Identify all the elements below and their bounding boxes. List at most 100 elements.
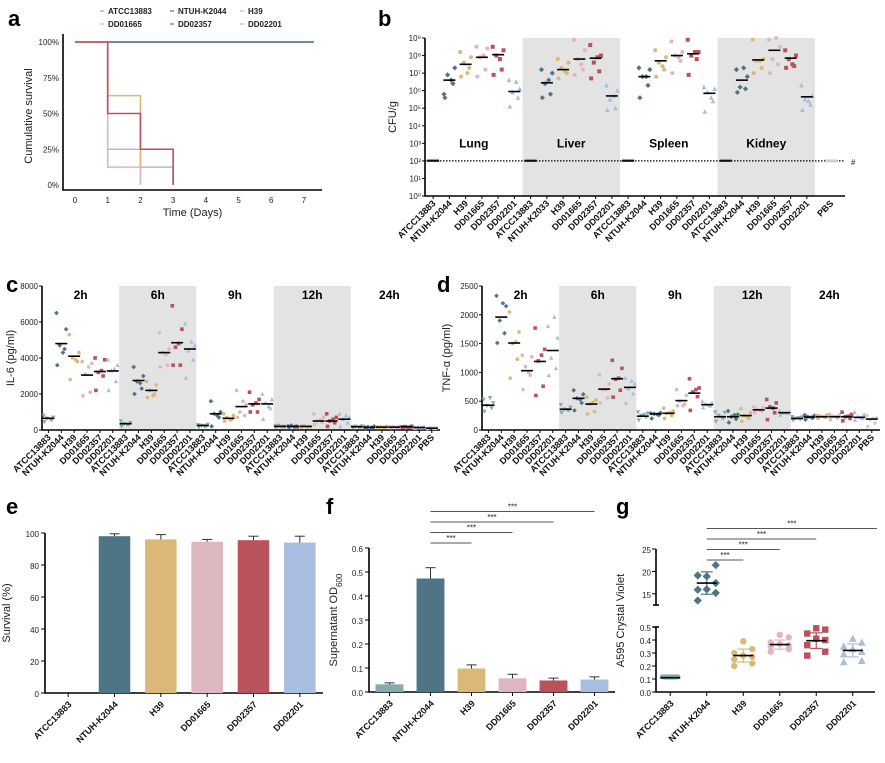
point-liver-dd01665	[571, 37, 576, 42]
group-label-24h: 24h	[819, 288, 840, 302]
point-2h-h39	[515, 357, 520, 361]
point-9h-atcc13883	[635, 410, 641, 415]
detection-limit-marker: #	[851, 158, 856, 167]
point-liver-dd02357	[599, 53, 604, 58]
point-6h-h39	[154, 383, 158, 387]
point-spleen-h39	[653, 48, 658, 53]
x-tick-dd01665: DD01665	[751, 698, 785, 732]
point-12h-dd02357	[334, 415, 339, 420]
point-kidney-dd02357	[786, 57, 791, 62]
point-h39	[749, 660, 756, 667]
point-12h-dd02357	[772, 410, 777, 415]
panel-f-od600-bar-chart: 0.0 0.1 0.2 0.3 0.4 0.5 0.6 Supernatant OD600 AT…	[328, 503, 615, 744]
point-spleen-dd01665	[670, 71, 675, 76]
point-2h-ntuh-k2044	[502, 330, 507, 336]
y-tick-0.6: 0.6	[352, 545, 364, 554]
point-2h-dd02201	[115, 362, 120, 367]
point-2h-dd02201	[549, 355, 554, 360]
point-12h-dd02357	[768, 405, 772, 409]
legend-item-dd02357: DD02357	[178, 20, 212, 29]
point-12h-ntuh-k2044	[733, 416, 739, 422]
point-6h-dd02201	[632, 381, 637, 386]
point-9h-dd02357	[695, 394, 700, 399]
point-24h-ntuh-k2044	[802, 412, 808, 418]
y-tick-2000: 2000	[20, 390, 38, 399]
bar-dd02201	[284, 542, 316, 693]
point-kidney-dd02357	[784, 65, 789, 70]
point-6h-dd02357	[610, 358, 615, 363]
significance-label-2: ***	[487, 513, 496, 522]
point-24h-ntuh-k2044	[803, 417, 808, 422]
y-axis-title: IL-6 (pg/ml)	[5, 330, 17, 386]
y-tick-3: 10³	[409, 139, 421, 148]
point-6h-ntuh-k2044	[579, 400, 585, 406]
significance-label-3: ***	[508, 503, 517, 512]
point-6h-dd02201	[183, 321, 188, 326]
y-tick-80: 80	[30, 562, 39, 571]
point-24h-dd02201	[861, 412, 867, 417]
x-tick-dd02357: DD02357	[788, 698, 822, 732]
y-tick-4000: 4000	[20, 354, 38, 363]
point-liver-ntuh-k2033	[538, 67, 545, 73]
group-label-9h: 9h	[228, 288, 242, 302]
point-spleen-h39	[662, 67, 667, 72]
point-kidney-dd02357	[790, 62, 795, 67]
x-tick-h39: H39	[730, 698, 749, 717]
point-2h-h39	[68, 377, 72, 382]
point-dd02201	[839, 642, 848, 650]
point-6h-atcc13883	[119, 424, 124, 429]
point-6h-atcc13883	[559, 410, 564, 416]
point-2h-atcc13883	[482, 409, 487, 414]
point-9h-h39	[662, 416, 667, 421]
point-2h-dd02357	[541, 384, 545, 389]
point-kidney-ntuh-k2044	[737, 84, 743, 90]
point-kidney-ntuh-k2044	[733, 67, 740, 73]
y-tick-2: 10²	[409, 157, 421, 166]
point-kidney-dd01665	[770, 57, 775, 62]
point-9h-dd02357	[690, 390, 695, 394]
y-tick-0: 0	[35, 690, 40, 699]
x-tick-dd02201: DD02201	[566, 698, 600, 732]
point-dd02357	[813, 625, 820, 632]
point-2h-dd01665	[523, 364, 528, 369]
point-lung-dd02357	[494, 53, 499, 58]
point-h39	[749, 645, 756, 653]
point-kidney-ntuh-k2044	[744, 74, 750, 80]
point-9h-dd01665	[675, 404, 680, 408]
point-2h-atcc13883	[42, 420, 47, 425]
point-spleen-dd02357	[689, 53, 694, 58]
point-9h-dd02357	[688, 408, 693, 413]
significance-label-0: ***	[720, 551, 729, 560]
point-24h-dd02357	[840, 410, 844, 414]
y-tick-0.5: 0.5	[352, 569, 364, 578]
point-12h-atcc13883	[722, 410, 727, 416]
point-12h-dd01665	[321, 415, 326, 420]
point-6h-h39	[592, 409, 597, 414]
point-ntuh-k2044	[693, 585, 702, 594]
significance-label-0: ***	[446, 534, 455, 543]
point-6h-ntuh-k2044	[580, 391, 586, 397]
point-2h-dd02201	[555, 335, 560, 340]
point-9h-dd02201	[700, 398, 705, 403]
point-ntuh-k2044	[711, 588, 720, 598]
point-12h-dd02357	[774, 401, 779, 405]
point-6h-ntuh-k2044	[572, 408, 577, 413]
point-9h-dd02357	[250, 403, 255, 407]
y-axis-title: A595 Crystal Violet	[615, 574, 627, 667]
point-2h-dd02357	[99, 368, 104, 373]
group-label-lung: Lung	[459, 136, 488, 150]
y-tick-0.2: 0.2	[640, 663, 652, 672]
y-axis-title: TNF-α (pg/ml)	[441, 324, 453, 393]
point-9h-ntuh-k2044	[209, 424, 215, 429]
point-ntuh-k2044	[693, 596, 702, 605]
point-9h-atcc13883	[642, 413, 647, 418]
x-tick-atcc13883: ATCC13883	[32, 699, 74, 741]
point-kidney-dd01665	[777, 44, 782, 49]
point-12h-ntuh-k2044	[725, 408, 731, 414]
point-9h-dd02357	[254, 401, 258, 405]
significance-label-1: ***	[739, 541, 748, 550]
point-spleen-dd02357	[685, 37, 690, 42]
bar-h39	[145, 539, 177, 693]
point-liver-dd01665	[572, 72, 577, 77]
y-axis-title: Cumulative survival	[23, 68, 35, 163]
